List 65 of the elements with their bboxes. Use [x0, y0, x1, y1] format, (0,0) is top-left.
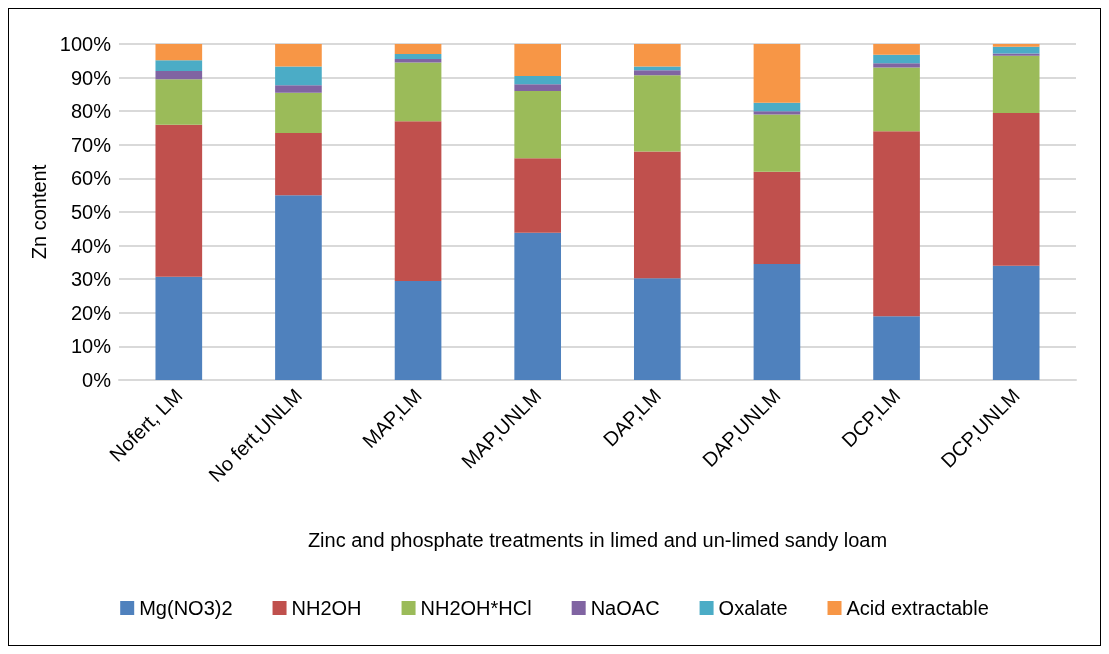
bar: [514, 84, 562, 92]
bar: [155, 60, 203, 71]
bar: [275, 66, 322, 86]
y-tick-label: 100%: [59, 33, 112, 55]
bar: [633, 44, 681, 67]
bar: [992, 44, 1040, 47]
bar: [753, 171, 801, 265]
bar: [753, 44, 801, 103]
bar: [992, 53, 1040, 56]
bar: [992, 55, 1040, 113]
y-tick-label: 10%: [70, 335, 112, 358]
bar: [275, 85, 322, 93]
y-tick-label: 60%: [70, 167, 112, 190]
bar: [394, 280, 442, 380]
legend-label: Mg(NO3)2: [139, 597, 233, 619]
bar: [275, 195, 322, 380]
legend-label: NH2OH: [291, 597, 362, 619]
y-tick-label: 30%: [70, 268, 112, 291]
legend-label: NH2OH*HCl: [420, 597, 532, 619]
bar: [394, 44, 442, 55]
bar: [514, 44, 562, 76]
y-tick-label: 80%: [70, 100, 112, 123]
y-tick-label: 20%: [70, 301, 112, 324]
bar: [275, 44, 322, 67]
bar: [873, 63, 920, 68]
bar: [873, 44, 920, 55]
bar: [633, 75, 681, 152]
bar: [753, 264, 801, 380]
bar: [992, 46, 1040, 54]
x-axis-title: Zinc and phosphate treatments in limed and un-limed sandy loam: [307, 529, 888, 551]
bar: [394, 54, 442, 60]
bar: [753, 114, 801, 172]
bar: [992, 265, 1040, 380]
legend-label: Oxalate: [718, 597, 788, 619]
bar: [633, 151, 681, 279]
bar: [155, 79, 203, 125]
y-tick-label: 90%: [70, 66, 112, 89]
bar: [514, 75, 562, 85]
bar: [633, 70, 681, 76]
bar: [873, 131, 920, 317]
bar: [873, 67, 920, 132]
y-tick-label: 50%: [70, 201, 112, 223]
bar: [514, 232, 562, 380]
legend-label: Acid extractable: [846, 597, 989, 619]
y-axis-title: Zn content: [27, 164, 50, 260]
bar: [155, 124, 203, 277]
bar: [275, 92, 322, 134]
y-tick-label: 0%: [82, 369, 112, 391]
legend-label: NaOAC: [590, 597, 660, 619]
bar: [394, 121, 442, 281]
y-tick-label: 40%: [70, 234, 112, 257]
bar: [633, 278, 681, 380]
bar: [873, 54, 920, 64]
bar: [155, 276, 203, 380]
bar: [514, 158, 562, 233]
bar: [753, 102, 801, 112]
bar: [155, 44, 203, 61]
bar: [514, 91, 562, 159]
bar: [873, 316, 920, 380]
bar: [275, 133, 322, 196]
bar: [992, 112, 1040, 266]
bar: [155, 70, 203, 80]
y-tick-label: 70%: [70, 133, 112, 156]
bar: [394, 62, 442, 122]
bar: [753, 111, 801, 115]
